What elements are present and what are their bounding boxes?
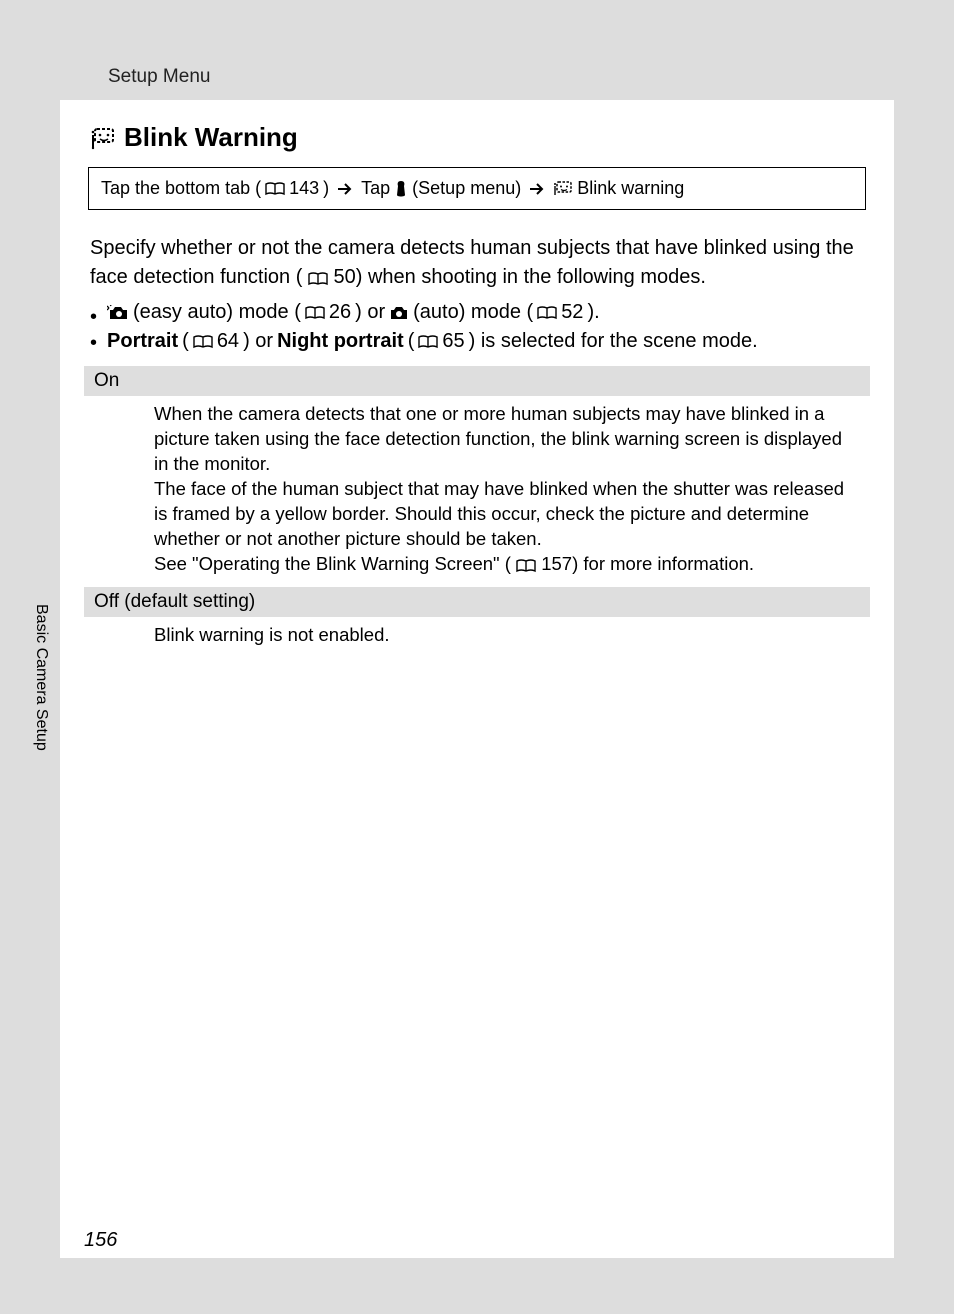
nav-text: ) <box>323 178 329 199</box>
bullet-ref: 64 <box>217 327 239 356</box>
bullet-ref: 52 <box>561 298 583 327</box>
arrow-right-icon <box>529 182 545 196</box>
blink-warning-icon <box>553 180 573 198</box>
list-item: • Portrait ( 64) or Night portrait ( 65)… <box>90 327 864 356</box>
easy-auto-camera-icon <box>107 305 129 321</box>
book-icon <box>418 335 438 349</box>
blink-warning-icon <box>90 126 116 150</box>
bullet-text: ) or <box>243 327 273 356</box>
bullet-bold: Portrait <box>107 327 178 356</box>
nav-text: (Setup menu) <box>412 178 521 199</box>
bullet-text: ). <box>587 298 599 327</box>
option-see-text: See "Operating the Blink Warning Screen"… <box>154 553 511 574</box>
bullet-text: ) or <box>355 298 385 327</box>
book-icon <box>516 559 536 573</box>
book-icon <box>193 335 213 349</box>
intro-text: ) when shooting in the following modes. <box>356 266 706 288</box>
intro-ref: 50 <box>333 266 355 288</box>
bullet-bold: Night portrait <box>277 327 404 356</box>
breadcrumb: Setup Menu <box>108 66 210 88</box>
nav-text: Tap <box>361 178 390 199</box>
bullet-text: ) is selected for the scene mode. <box>469 327 758 356</box>
bullet-text: ( <box>408 327 415 356</box>
bullet-icon: • <box>90 333 97 353</box>
wrench-icon <box>394 180 408 198</box>
book-icon <box>305 306 325 320</box>
option-off-header: Off (default setting) <box>84 587 870 617</box>
page-content: Blink Warning Tap the bottom tab ( 143 )… <box>60 100 894 1258</box>
option-on-body: When the camera detects that one or more… <box>84 402 870 587</box>
page-number: 156 <box>84 1229 117 1252</box>
bullet-text: (easy auto) mode ( <box>133 298 301 327</box>
side-section-label: Basic Camera Setup <box>32 604 50 751</box>
option-see-text: ) for more information. <box>572 553 754 574</box>
bullet-list: • (easy auto) mode ( 26) or (auto) mode … <box>84 298 870 366</box>
option-text: When the camera detects that one or more… <box>154 403 844 549</box>
page-title: Blink Warning <box>124 122 298 153</box>
intro-paragraph: Specify whether or not the camera detect… <box>84 234 870 292</box>
bullet-text: (auto) mode ( <box>413 298 533 327</box>
page-title-row: Blink Warning <box>84 122 870 153</box>
nav-ref: 143 <box>289 178 319 199</box>
option-see-ref: 157 <box>541 553 572 574</box>
option-off-body: Blink warning is not enabled. <box>84 623 870 658</box>
bullet-ref: 26 <box>329 298 351 327</box>
book-icon <box>537 306 557 320</box>
option-on-header: On <box>84 366 870 396</box>
arrow-right-icon <box>337 182 353 196</box>
nav-text: Tap the bottom tab ( <box>101 178 261 199</box>
nav-text: Blink warning <box>577 178 684 199</box>
auto-camera-icon <box>389 305 409 321</box>
navigation-path: Tap the bottom tab ( 143 ) Tap (Setup me… <box>88 167 866 210</box>
bullet-ref: 65 <box>442 327 464 356</box>
book-icon <box>308 272 328 286</box>
bullet-text: ( <box>182 327 189 356</box>
bullet-icon: • <box>90 307 97 327</box>
list-item: • (easy auto) mode ( 26) or (auto) mode … <box>90 298 864 327</box>
book-icon <box>265 182 285 196</box>
